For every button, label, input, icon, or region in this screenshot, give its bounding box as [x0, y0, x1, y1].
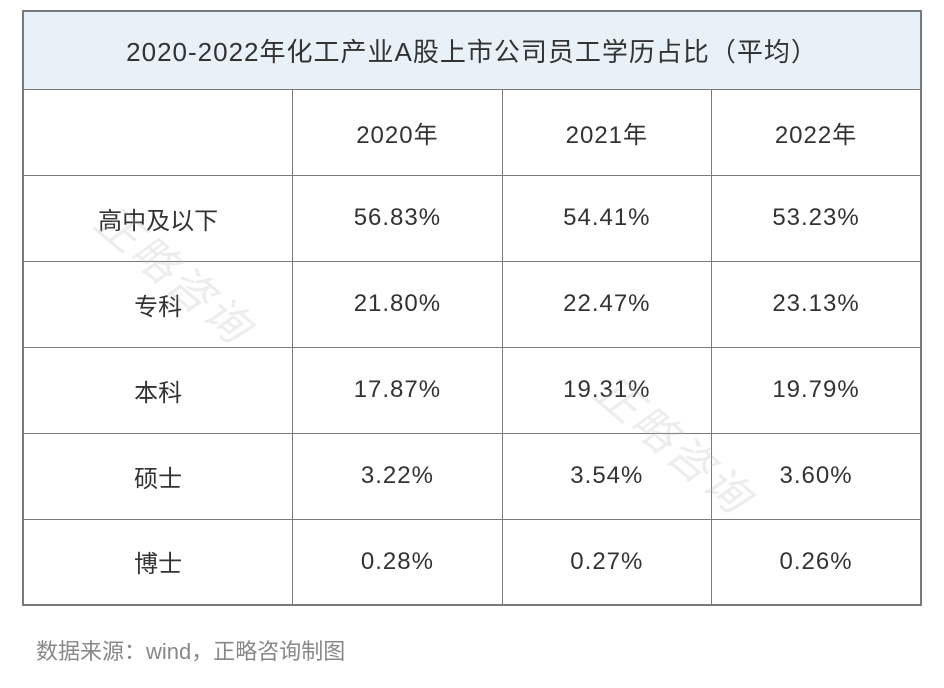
row-label: 高中及以下 — [23, 175, 293, 261]
education-share-table: 2020-2022年化工产业A股上市公司员工学历占比（平均） 2020年 202… — [22, 10, 922, 606]
cell: 54.41% — [502, 175, 711, 261]
cell: 17.87% — [293, 347, 502, 433]
cell: 21.80% — [293, 261, 502, 347]
cell: 53.23% — [712, 175, 921, 261]
row-label: 本科 — [23, 347, 293, 433]
table-wrapper: 正略咨询 正略咨询 2020-2022年化工产业A股上市公司员工学历占比（平均）… — [22, 10, 922, 666]
cell: 3.54% — [502, 433, 711, 519]
header-col-2: 2021年 — [502, 89, 711, 175]
header-col-3: 2022年 — [712, 89, 921, 175]
table-row: 本科 17.87% 19.31% 19.79% — [23, 347, 921, 433]
cell: 22.47% — [502, 261, 711, 347]
header-col-1: 2020年 — [293, 89, 502, 175]
row-label: 博士 — [23, 519, 293, 605]
cell: 19.31% — [502, 347, 711, 433]
cell: 0.28% — [293, 519, 502, 605]
data-source: 数据来源：wind，正略咨询制图 — [36, 634, 922, 666]
header-col-0 — [23, 89, 293, 175]
cell: 23.13% — [712, 261, 921, 347]
table-title: 2020-2022年化工产业A股上市公司员工学历占比（平均） — [23, 11, 921, 89]
table-row: 博士 0.28% 0.27% 0.26% — [23, 519, 921, 605]
row-label: 专科 — [23, 261, 293, 347]
table-row: 高中及以下 56.83% 54.41% 53.23% — [23, 175, 921, 261]
cell: 3.22% — [293, 433, 502, 519]
cell: 3.60% — [712, 433, 921, 519]
row-label: 硕士 — [23, 433, 293, 519]
table-row: 专科 21.80% 22.47% 23.13% — [23, 261, 921, 347]
cell: 0.26% — [712, 519, 921, 605]
cell: 56.83% — [293, 175, 502, 261]
title-row: 2020-2022年化工产业A股上市公司员工学历占比（平均） — [23, 11, 921, 89]
header-row: 2020年 2021年 2022年 — [23, 89, 921, 175]
table-row: 硕士 3.22% 3.54% 3.60% — [23, 433, 921, 519]
cell: 0.27% — [502, 519, 711, 605]
cell: 19.79% — [712, 347, 921, 433]
